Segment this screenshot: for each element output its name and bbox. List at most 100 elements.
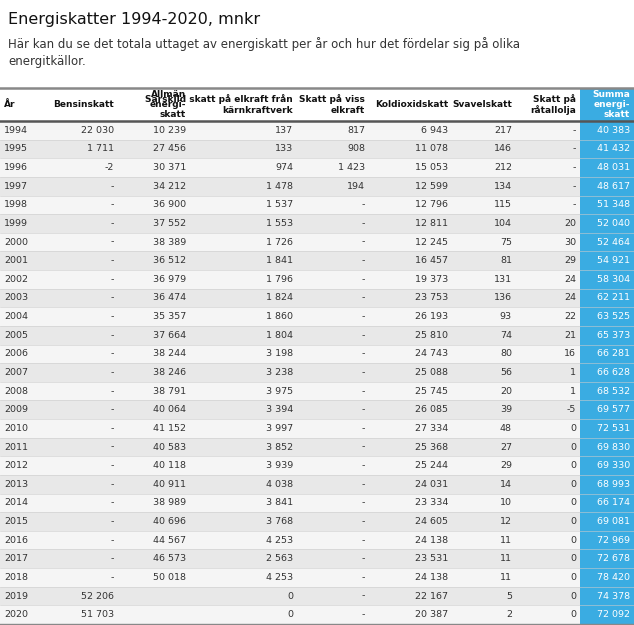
Text: -: - xyxy=(361,536,365,544)
Text: 2014: 2014 xyxy=(4,498,28,508)
Text: -: - xyxy=(361,238,365,247)
Bar xyxy=(0,139,46,158)
Bar xyxy=(516,494,580,512)
Text: 0: 0 xyxy=(570,610,576,619)
Bar xyxy=(580,139,634,158)
Bar xyxy=(452,438,516,456)
Text: 2 563: 2 563 xyxy=(266,554,293,563)
Text: 36 512: 36 512 xyxy=(153,256,186,265)
Bar xyxy=(516,158,580,177)
Text: -5: -5 xyxy=(567,405,576,414)
Bar xyxy=(580,568,634,587)
Text: 10: 10 xyxy=(500,498,512,508)
Bar xyxy=(46,587,118,606)
Bar xyxy=(452,568,516,587)
Text: 16 457: 16 457 xyxy=(415,256,448,265)
Text: 1995: 1995 xyxy=(4,144,28,154)
Bar xyxy=(580,158,634,177)
Text: 69 577: 69 577 xyxy=(597,405,630,414)
Bar xyxy=(369,363,452,382)
Text: -: - xyxy=(361,349,365,358)
Bar xyxy=(190,326,297,344)
Text: -: - xyxy=(361,312,365,321)
Text: 0: 0 xyxy=(287,591,293,601)
Bar xyxy=(190,419,297,437)
Bar xyxy=(0,326,46,344)
Text: -: - xyxy=(110,256,114,265)
Text: 2006: 2006 xyxy=(4,349,28,358)
Text: 3 841: 3 841 xyxy=(266,498,293,508)
Bar xyxy=(118,214,190,232)
Bar xyxy=(0,549,46,568)
Text: 11: 11 xyxy=(500,536,512,544)
Bar xyxy=(190,158,297,177)
Bar xyxy=(46,289,118,308)
Bar xyxy=(0,196,46,214)
Text: 194: 194 xyxy=(347,182,365,191)
Bar xyxy=(118,531,190,549)
Bar xyxy=(297,289,369,308)
Text: 20 387: 20 387 xyxy=(415,610,448,619)
Text: -: - xyxy=(110,182,114,191)
Text: 146: 146 xyxy=(494,144,512,154)
Bar xyxy=(516,382,580,401)
Bar xyxy=(516,438,580,456)
Text: 3 975: 3 975 xyxy=(266,387,293,396)
Text: 30: 30 xyxy=(564,238,576,247)
Bar xyxy=(297,419,369,437)
Text: -: - xyxy=(361,387,365,396)
Bar xyxy=(297,308,369,326)
Bar xyxy=(0,401,46,419)
Text: 10 239: 10 239 xyxy=(153,126,186,135)
Text: 23 531: 23 531 xyxy=(415,554,448,563)
Bar xyxy=(46,475,118,494)
Bar xyxy=(580,456,634,475)
Text: 36 900: 36 900 xyxy=(153,201,186,209)
Text: 6 943: 6 943 xyxy=(421,126,448,135)
Text: -: - xyxy=(361,480,365,489)
Bar xyxy=(580,121,634,139)
Bar xyxy=(46,308,118,326)
Text: 66 174: 66 174 xyxy=(597,498,630,508)
Text: 1 537: 1 537 xyxy=(266,201,293,209)
Bar xyxy=(190,512,297,531)
Text: 131: 131 xyxy=(494,275,512,284)
Text: 1 478: 1 478 xyxy=(266,182,293,191)
Bar xyxy=(0,606,46,624)
Bar xyxy=(369,531,452,549)
Text: -: - xyxy=(361,256,365,265)
Text: 974: 974 xyxy=(275,163,293,172)
Bar xyxy=(0,531,46,549)
Text: 38 989: 38 989 xyxy=(153,498,186,508)
Bar xyxy=(118,232,190,251)
Bar xyxy=(580,475,634,494)
Bar xyxy=(369,438,452,456)
Bar xyxy=(46,251,118,270)
Bar xyxy=(516,177,580,196)
Bar xyxy=(452,549,516,568)
Bar xyxy=(452,531,516,549)
Bar xyxy=(516,270,580,289)
Text: 104: 104 xyxy=(494,219,512,228)
Bar xyxy=(118,456,190,475)
Bar xyxy=(0,158,46,177)
Text: 3 198: 3 198 xyxy=(266,349,293,358)
Text: 23 334: 23 334 xyxy=(415,498,448,508)
Text: 2013: 2013 xyxy=(4,480,28,489)
Text: 1994: 1994 xyxy=(4,126,28,135)
Text: -: - xyxy=(110,201,114,209)
Bar xyxy=(580,308,634,326)
Bar xyxy=(118,512,190,531)
Text: -: - xyxy=(361,442,365,451)
Bar xyxy=(118,568,190,587)
Text: 68 993: 68 993 xyxy=(597,480,630,489)
Text: -: - xyxy=(110,219,114,228)
Text: 62 211: 62 211 xyxy=(597,294,630,302)
Text: 2009: 2009 xyxy=(4,405,28,414)
Bar xyxy=(369,549,452,568)
Bar xyxy=(297,214,369,232)
Bar xyxy=(297,456,369,475)
Text: 40 583: 40 583 xyxy=(153,442,186,451)
Text: 78 420: 78 420 xyxy=(597,573,630,582)
Bar xyxy=(452,475,516,494)
